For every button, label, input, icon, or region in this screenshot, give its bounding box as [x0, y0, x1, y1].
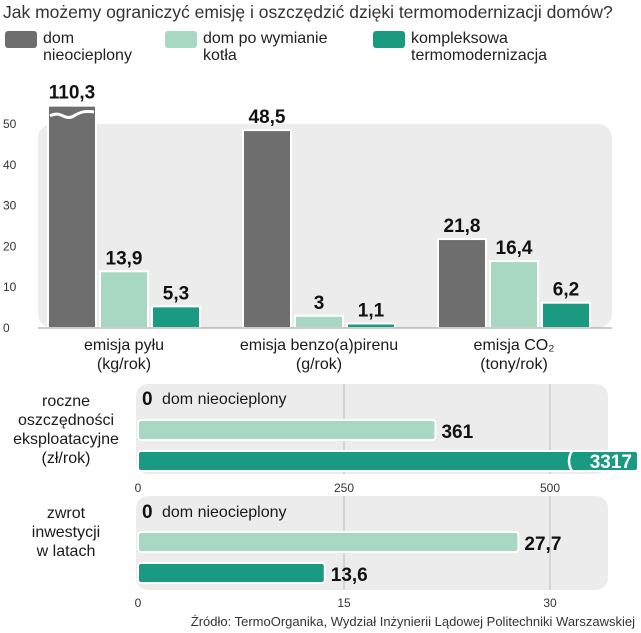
bar [137, 419, 437, 441]
data-label: 361 [441, 422, 473, 443]
legend-swatch [165, 31, 197, 48]
axis-break-mark [49, 109, 95, 119]
bar [242, 129, 292, 329]
legend-swatch [373, 31, 405, 48]
data-label: 1,1 [358, 301, 385, 322]
bar [294, 314, 344, 330]
y-tick-label: 50 [3, 117, 17, 131]
legend-item-kompleksowa-termomodernizacja: kompleksowa termomodernizacja [373, 30, 547, 64]
data-label: 21,8 [444, 216, 481, 237]
legend-item-dom-po-wymianie-kotla: dom po wymianie kotła [165, 30, 328, 64]
x-tick-label: 250 [334, 481, 354, 495]
data-label: 0 [142, 502, 153, 523]
bar [137, 450, 639, 472]
x-tick-label: 500 [540, 481, 560, 495]
legend-swatch [5, 31, 37, 48]
y-tick-label: 0 [3, 321, 10, 335]
zero-note: dom nieocieplony [162, 391, 287, 408]
data-label: 110,3 [49, 83, 96, 104]
x-tick-label: 30 [543, 596, 557, 610]
legend-label: dom po wymianie kotła [203, 30, 328, 64]
legend-item-dom-nieocieplony: dom nieocieplony [5, 30, 132, 64]
row-category-label: roczne oszczędności eksploatacyjne (zł/rok) [13, 393, 119, 467]
x-tick-label: 0 [135, 481, 142, 495]
bar [346, 322, 396, 329]
bar [437, 238, 487, 329]
y-tick-label: 40 [3, 158, 17, 172]
x-tick-label: 0 [135, 596, 142, 610]
bar [99, 270, 149, 329]
y-tick-label: 30 [3, 199, 17, 213]
data-label: 48,5 [249, 107, 286, 128]
bar [47, 104, 97, 329]
y-tick-label: 10 [3, 280, 17, 294]
zero-note: dom nieocieplony [162, 504, 287, 521]
x-category-label: emisja benzo(a)pirenu (g/rok) [240, 337, 398, 373]
y-tick-label: 20 [3, 239, 17, 253]
bar [137, 531, 520, 553]
data-label: 13,9 [106, 248, 143, 269]
data-label: 5,3 [163, 283, 189, 304]
axis-break-mark [567, 450, 574, 472]
x-category-label: emisja pyłu (kg/rok) [84, 337, 164, 373]
x-tick-label: 15 [337, 596, 351, 610]
data-label: 3317 [590, 452, 632, 473]
data-label: 3 [314, 293, 325, 314]
bar [489, 260, 539, 330]
data-label: 13,6 [331, 565, 368, 586]
data-label: 27,7 [524, 534, 561, 555]
data-label: 16,4 [496, 238, 533, 259]
legend-label: dom nieocieplony [43, 30, 132, 64]
legend-label: kompleksowa termomodernizacja [411, 30, 548, 64]
chart-title: Jak możemy ograniczyć emisję i oszczędzi… [3, 2, 613, 22]
x-category-label: emisja CO₂ (tony/rok) [474, 337, 555, 373]
bar [151, 305, 201, 330]
row-category-label: zwrot inwestycji w latach [32, 505, 100, 560]
source-note: Źródło: TermoOrganika, Wydział Inżynieri… [190, 614, 635, 629]
data-label: 0 [142, 389, 153, 410]
bar [541, 301, 591, 330]
data-label: 6,2 [553, 280, 579, 301]
bar [137, 562, 326, 584]
